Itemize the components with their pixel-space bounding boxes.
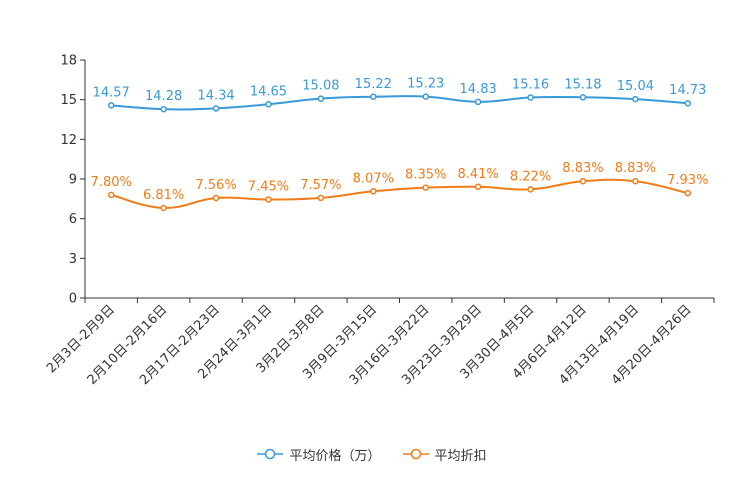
data-label: 15.08 [302, 79, 339, 94]
data-label: 6.81% [143, 188, 184, 203]
data-point [527, 186, 534, 193]
data-label: 7.45% [248, 179, 289, 194]
y-tick-label: 9 [69, 173, 77, 188]
data-point [684, 189, 692, 197]
data-label: 7.56% [195, 178, 236, 193]
data-label: 8.07% [353, 171, 394, 186]
data-label: 7.80% [91, 175, 132, 190]
data-point [474, 98, 482, 106]
y-tick-label: 0 [69, 292, 77, 307]
data-label: 14.34 [197, 88, 234, 103]
legend-item-price[interactable]: 平均价格（万） [257, 445, 381, 464]
series-line-0 [111, 95, 688, 111]
data-label: 7.57% [300, 178, 341, 193]
data-label: 15.18 [564, 77, 601, 92]
data-point [107, 191, 115, 199]
data-point [212, 194, 220, 202]
data-point [317, 194, 325, 202]
data-point [474, 183, 482, 191]
y-tick-label: 18 [60, 54, 77, 69]
data-point [212, 105, 220, 112]
legend-swatch-price-icon [257, 448, 284, 460]
data-point [370, 93, 377, 101]
series-line-1 [110, 178, 689, 209]
data-label: 15.22 [355, 77, 392, 92]
data-point [160, 105, 167, 113]
data-point [107, 102, 115, 109]
data-label: 14.83 [460, 82, 497, 97]
data-label: 8.41% [457, 167, 498, 182]
data-point [579, 177, 587, 185]
data-point [370, 188, 377, 195]
data-point [632, 177, 639, 185]
y-tick-label: 15 [60, 93, 77, 108]
legend-label-price: 平均价格（万） [289, 448, 381, 464]
data-label: 14.65 [250, 84, 287, 99]
data-point [422, 184, 429, 191]
data-label: 15.23 [407, 77, 444, 92]
data-point [684, 99, 692, 107]
y-tick-label: 3 [69, 252, 77, 267]
data-point [422, 93, 429, 100]
data-point [579, 94, 587, 101]
data-label: 8.83% [562, 161, 603, 176]
legend: 平均价格（万） 平均折扣 [0, 444, 744, 464]
data-label: 15.16 [512, 78, 549, 93]
data-label: 8.22% [510, 169, 551, 184]
data-label: 14.73 [669, 83, 706, 98]
data-label: 8.83% [615, 161, 656, 176]
legend-label-discount: 平均折扣 [434, 448, 487, 464]
data-point [265, 196, 272, 203]
data-label: 7.93% [667, 173, 708, 188]
data-point [527, 94, 534, 101]
data-point [632, 95, 639, 103]
data-label: 15.04 [617, 79, 654, 94]
data-label: 14.28 [145, 89, 182, 104]
line-chart: 03691215182月3日-2月9日2月10日-2月16日2月17日-2月23… [44, 54, 715, 388]
legend-swatch-discount-icon [402, 448, 429, 460]
data-point [265, 101, 272, 108]
data-point [317, 95, 325, 102]
data-label: 14.57 [93, 85, 130, 100]
y-tick-label: 6 [69, 212, 77, 227]
data-label: 8.35% [405, 168, 446, 183]
data-point [160, 204, 167, 212]
legend-item-discount[interactable]: 平均折扣 [402, 445, 487, 464]
y-tick-label: 12 [60, 133, 77, 148]
